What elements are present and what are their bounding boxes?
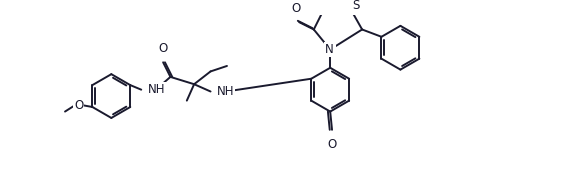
Text: NH: NH [148,83,165,96]
Text: NH: NH [217,85,234,98]
Text: N: N [325,43,334,56]
Text: N: N [326,42,334,55]
Text: O: O [74,99,84,112]
Text: O: O [328,138,337,151]
Text: O: O [291,2,300,15]
Text: S: S [352,0,360,12]
Text: O: O [159,42,168,55]
